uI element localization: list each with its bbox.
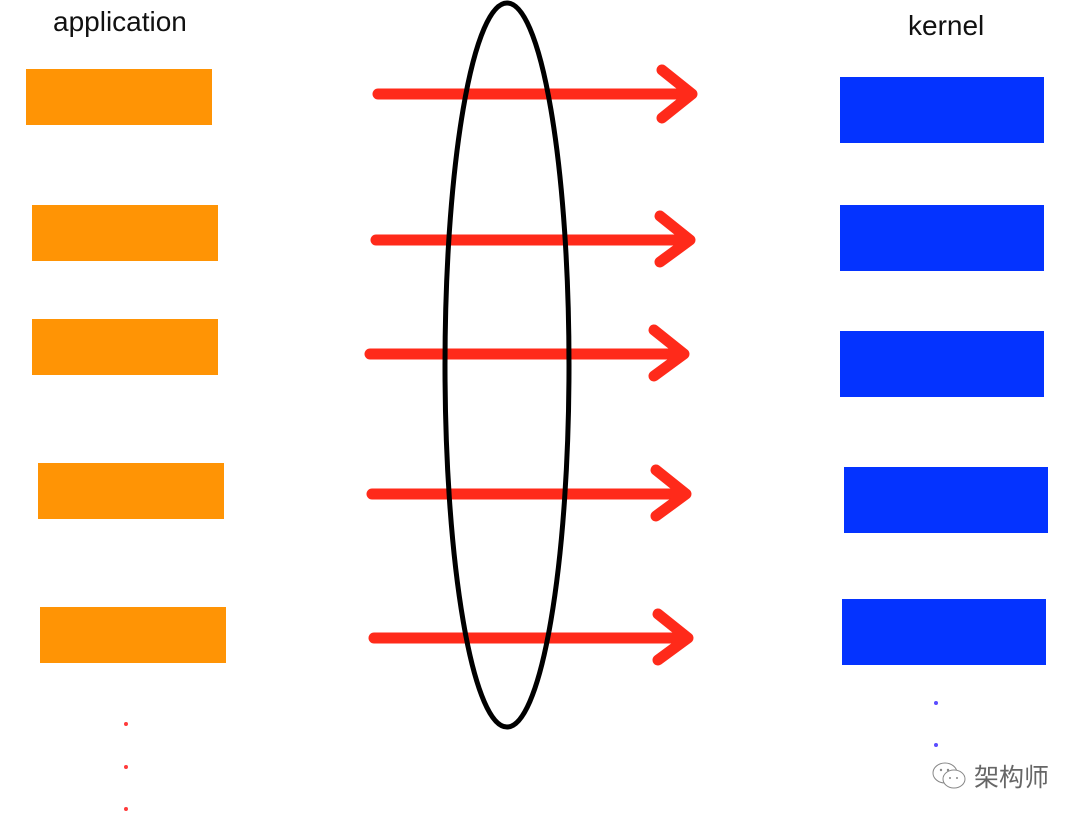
arrow-icon [374, 614, 688, 660]
arrow-icon [378, 70, 692, 118]
grouping-ellipse [445, 3, 569, 727]
arrow-icon [372, 470, 686, 516]
watermark: 架构师 [932, 758, 1049, 794]
arrow-icon [376, 216, 690, 262]
wechat-icon [932, 761, 968, 791]
arrow-icon [370, 330, 684, 376]
watermark-text: 架构师 [974, 758, 1049, 794]
